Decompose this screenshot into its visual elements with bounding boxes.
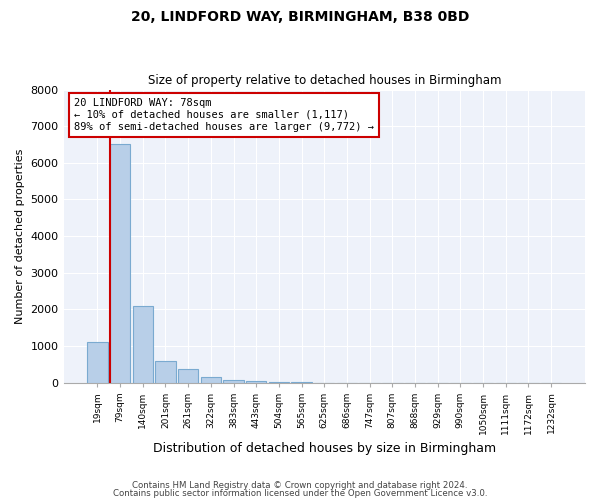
Y-axis label: Number of detached properties: Number of detached properties (15, 148, 25, 324)
Bar (110, 144, 130, 382)
Bar (246, 380, 266, 382)
Bar (87, 342, 107, 382)
Text: Contains public sector information licensed under the Open Government Licence v3: Contains public sector information licen… (113, 488, 487, 498)
Text: 20 LINDFORD WAY: 78sqm
← 10% of detached houses are smaller (1,117)
89% of semi-: 20 LINDFORD WAY: 78sqm ← 10% of detached… (74, 98, 374, 132)
Text: Contains HM Land Registry data © Crown copyright and database right 2024.: Contains HM Land Registry data © Crown c… (132, 481, 468, 490)
Text: 20, LINDFORD WAY, BIRMINGHAM, B38 0BD: 20, LINDFORD WAY, BIRMINGHAM, B38 0BD (131, 10, 469, 24)
Bar (155, 360, 176, 382)
Bar (223, 380, 244, 382)
X-axis label: Distribution of detached houses by size in Birmingham: Distribution of detached houses by size … (153, 442, 496, 455)
Bar (133, 306, 153, 382)
Bar (200, 377, 221, 382)
Bar (178, 369, 199, 382)
Title: Size of property relative to detached houses in Birmingham: Size of property relative to detached ho… (148, 74, 501, 87)
